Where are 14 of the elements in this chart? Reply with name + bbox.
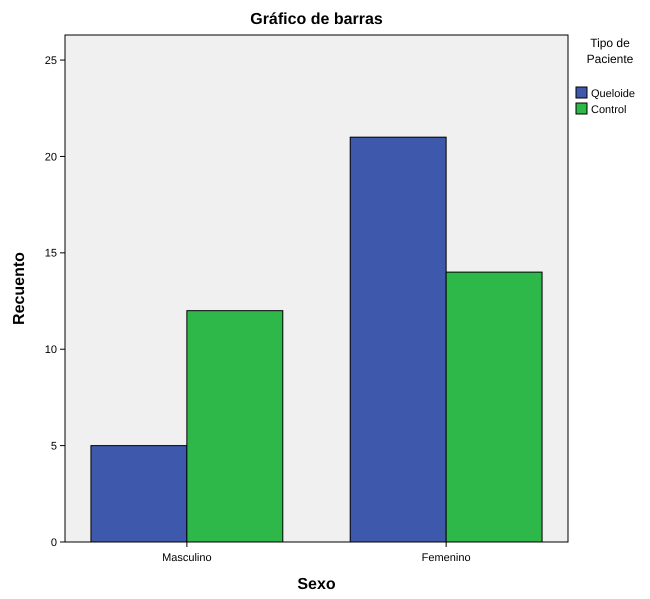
x-tick-label: Femenino bbox=[422, 552, 471, 564]
x-tick-label: Masculino bbox=[162, 552, 212, 564]
legend-label: Control bbox=[591, 104, 626, 116]
y-tick-label: 15 bbox=[44, 248, 57, 260]
y-tick-label: 0 bbox=[50, 536, 57, 549]
y-axis-title: Recuento bbox=[11, 252, 28, 325]
y-tick-label: 20 bbox=[44, 151, 57, 164]
y-tick-label: 10 bbox=[44, 344, 57, 356]
chart-title: Gráfico de barras bbox=[250, 11, 383, 28]
y-tick-label: 5 bbox=[50, 440, 57, 452]
legend-title: Tipo de Paciente bbox=[586, 36, 634, 66]
legend-label: Queloide bbox=[591, 88, 636, 100]
y-tick-label: 25 bbox=[44, 54, 57, 67]
x-axis-title: Sexo bbox=[297, 576, 336, 593]
